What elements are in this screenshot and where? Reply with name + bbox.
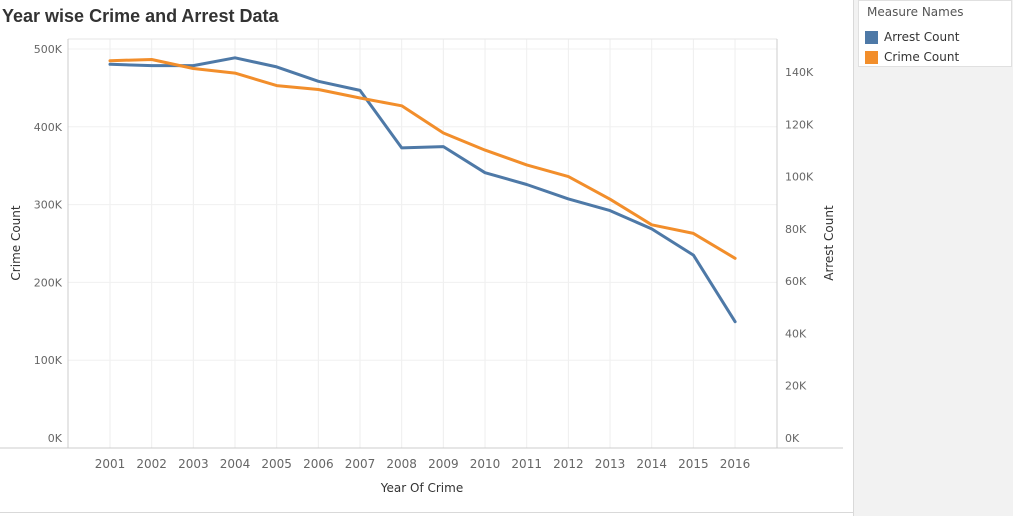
y-right-axis-title: Arrest Count	[822, 205, 836, 281]
y-left-tick-label-1: 100K	[34, 354, 63, 367]
y-right-tick-label-0: 0K	[785, 432, 800, 445]
x-tick-label-2003: 2003	[178, 457, 209, 471]
series-line-arrest-count	[108, 56, 737, 324]
x-tick-label-2013: 2013	[595, 457, 626, 471]
legend-swatch-crime-count	[865, 51, 878, 64]
y-right-tick-label-1: 20K	[785, 380, 807, 393]
x-tick-label-2006: 2006	[303, 457, 334, 471]
x-tick-label-2001: 2001	[95, 457, 126, 471]
series-line-crime-count	[108, 58, 737, 260]
y-right-tick-label-4: 80K	[785, 223, 807, 236]
x-axis-title: Year Of Crime	[380, 481, 463, 495]
y-left-tick-label-3: 300K	[34, 199, 63, 212]
x-tick-label-2002: 2002	[136, 457, 167, 471]
x-tick-label-2004: 2004	[220, 457, 251, 471]
bottom-divider	[0, 512, 853, 513]
y-right-tick-label-5: 100K	[785, 171, 814, 184]
y-left-axis-title: Crime Count	[9, 205, 23, 280]
x-tick-label-2016: 2016	[720, 457, 751, 471]
x-tick-label-2014: 2014	[636, 457, 667, 471]
x-tick-label-2010: 2010	[470, 457, 501, 471]
legend: Measure Names Arrest Count Crime Count	[858, 0, 1012, 67]
legend-label-crime-count: Crime Count	[884, 50, 960, 64]
x-tick-label-2008: 2008	[386, 457, 417, 471]
y-left-tick-label-0: 0K	[48, 432, 63, 445]
right-panel-background	[853, 0, 1013, 516]
y-right-tick-label-6: 120K	[785, 118, 814, 131]
y-left-tick-label-5: 500K	[34, 43, 63, 56]
legend-label-arrest-count: Arrest Count	[884, 30, 960, 44]
x-tick-label-2007: 2007	[345, 457, 376, 471]
x-tick-label-2011: 2011	[511, 457, 542, 471]
x-tick-label-2005: 2005	[261, 457, 292, 471]
y-right-tick-label-7: 140K	[785, 66, 814, 79]
x-tick-label-2009: 2009	[428, 457, 459, 471]
legend-title: Measure Names	[867, 5, 964, 19]
y-left-tick-label-4: 400K	[34, 121, 63, 134]
y-right-tick-label-2: 40K	[785, 327, 807, 340]
y-left-tick-label-2: 200K	[34, 276, 63, 289]
y-right-tick-label-3: 60K	[785, 275, 807, 288]
legend-swatch-arrest-count	[865, 31, 878, 44]
chart-title: Year wise Crime and Arrest Data	[2, 6, 279, 26]
x-tick-label-2012: 2012	[553, 457, 584, 471]
line-chart: 0K 100K 200K 300K 400K 500K 0K 20K 40K 60K 80K 100K…	[0, 38, 843, 495]
x-tick-label-2015: 2015	[678, 457, 709, 471]
